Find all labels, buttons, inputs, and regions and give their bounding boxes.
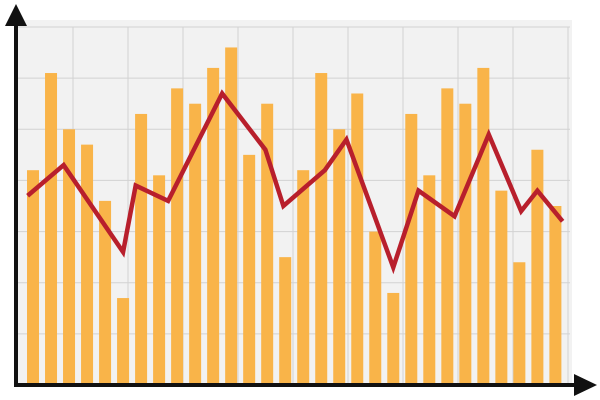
bar: [531, 149, 544, 385]
bar: [351, 93, 364, 385]
bar: [261, 103, 274, 385]
bar: [171, 88, 184, 385]
marks: [26, 47, 565, 386]
bar: [477, 67, 490, 386]
x-axis-arrow: [574, 374, 597, 396]
axes: [5, 4, 597, 396]
bar: [243, 154, 256, 385]
bar: [315, 73, 328, 386]
bar: [117, 298, 130, 385]
y-axis-arrow: [5, 4, 27, 26]
line: [26, 89, 565, 275]
bar: [135, 113, 148, 385]
bar: [189, 103, 202, 385]
bar: [63, 129, 76, 385]
bar: [297, 170, 310, 385]
bar: [459, 103, 472, 385]
bar: [495, 190, 508, 385]
bar: [99, 200, 112, 385]
bar: [207, 67, 220, 386]
bar: [387, 292, 400, 385]
bar: [405, 113, 418, 385]
bar: [441, 88, 454, 385]
bar: [225, 47, 238, 385]
bar: [45, 73, 58, 386]
bar: [153, 175, 166, 385]
bar: [369, 231, 382, 385]
bar: [27, 170, 40, 385]
bar: [279, 257, 292, 385]
bar: [513, 262, 526, 385]
bar: [423, 175, 436, 385]
bar: [549, 206, 562, 385]
bar: [333, 129, 346, 385]
bar: [81, 144, 94, 385]
